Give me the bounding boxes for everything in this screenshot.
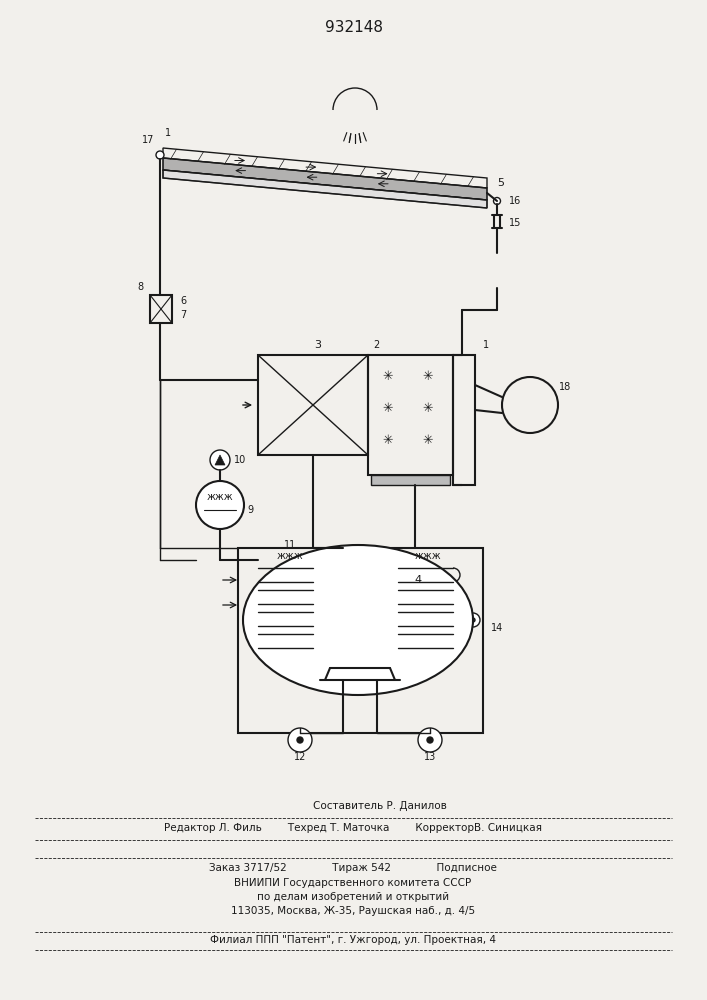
Text: 12: 12	[294, 752, 306, 762]
Text: Составитель Р. Данилов: Составитель Р. Данилов	[313, 801, 447, 811]
Bar	[150, 295, 172, 323]
Text: жжж: жжж	[415, 551, 441, 561]
Text: ✳: ✳	[382, 434, 393, 448]
Text: 16: 16	[509, 196, 521, 206]
Text: жжж: жжж	[206, 492, 233, 502]
Text: 7: 7	[180, 310, 186, 320]
Circle shape	[210, 450, 230, 470]
Text: 932148: 932148	[325, 20, 383, 35]
Bar	[453, 355, 475, 485]
Text: 18: 18	[559, 382, 571, 392]
Circle shape	[156, 151, 164, 159]
Text: ✳: ✳	[382, 370, 393, 383]
Polygon shape	[163, 170, 487, 208]
Text: 14: 14	[491, 623, 503, 633]
Text: ✳: ✳	[423, 434, 433, 448]
Text: 6: 6	[180, 296, 186, 306]
Text: Филиал ППП "Патент", г. Ужгород, ул. Проектная, 4: Филиал ППП "Патент", г. Ужгород, ул. Про…	[210, 935, 496, 945]
Bar	[371, 475, 450, 485]
Text: 10: 10	[234, 455, 246, 465]
Text: 4: 4	[414, 575, 421, 585]
Circle shape	[297, 737, 303, 743]
Polygon shape	[163, 158, 487, 200]
Circle shape	[196, 481, 244, 529]
Circle shape	[288, 728, 312, 752]
Bar	[368, 355, 453, 475]
Text: 5: 5	[497, 178, 504, 188]
Text: 8: 8	[137, 282, 143, 292]
Circle shape	[493, 198, 501, 205]
Text: Редактор Л. Филь        Техред Т. Маточка        КорректорВ. Синицкая: Редактор Л. Филь Техред Т. Маточка Корре…	[164, 823, 542, 833]
Text: 3: 3	[315, 340, 322, 350]
Text: 17: 17	[142, 135, 154, 145]
Text: ✳: ✳	[423, 370, 433, 383]
Text: по делам изобретений и открытий: по делам изобретений и открытий	[257, 892, 449, 902]
Text: 9: 9	[247, 505, 253, 515]
Text: 2: 2	[373, 340, 379, 350]
Circle shape	[427, 737, 433, 743]
Circle shape	[418, 728, 442, 752]
Circle shape	[466, 613, 480, 627]
Bar	[258, 355, 368, 455]
Text: 1: 1	[483, 340, 489, 350]
Text: 1: 1	[165, 128, 171, 138]
Bar	[238, 548, 483, 733]
Polygon shape	[215, 455, 225, 465]
Text: 13: 13	[424, 752, 436, 762]
Circle shape	[471, 618, 475, 622]
Text: 15: 15	[509, 218, 521, 228]
Text: 113035, Москва, Ж-35, Раушская наб., д. 4/5: 113035, Москва, Ж-35, Раушская наб., д. …	[231, 906, 475, 916]
Text: Заказ 3717/52              Тираж 542              Подписное: Заказ 3717/52 Тираж 542 Подписное	[209, 863, 497, 873]
Text: ВНИИПИ Государственного комитета СССР: ВНИИПИ Государственного комитета СССР	[235, 878, 472, 888]
Text: ✳: ✳	[382, 402, 393, 416]
Ellipse shape	[243, 545, 473, 695]
Text: 11: 11	[284, 540, 296, 550]
Text: жжж: жжж	[276, 551, 303, 561]
Text: ✳: ✳	[423, 402, 433, 416]
